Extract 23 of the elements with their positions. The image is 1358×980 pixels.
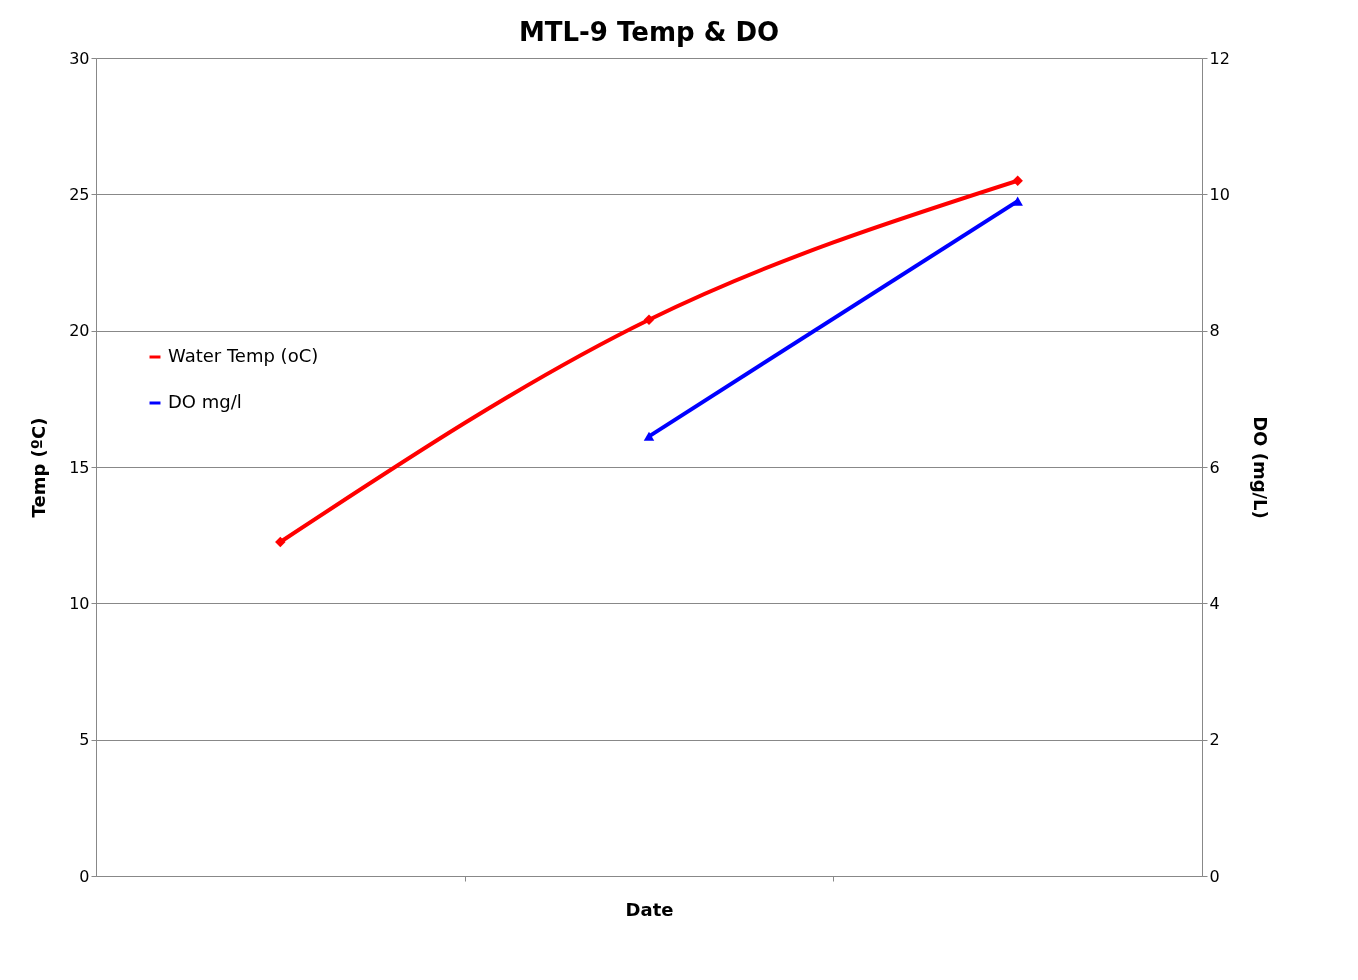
y-tick-label: 0 (79, 866, 90, 886)
point (1012, 175, 1023, 186)
point (275, 536, 286, 548)
y-axis-title: Temp (ºC) (28, 417, 50, 518)
y2-tick-label: 2 (1209, 730, 1220, 750)
legend-label: DO mg/l (168, 391, 242, 412)
chart-title: MTL-9 Temp & DO (518, 17, 780, 47)
y-tick-label: 5 (79, 730, 90, 750)
y-tick-label: 15 (69, 457, 90, 477)
y2-tick-label: 12 (1209, 48, 1230, 68)
y-tick-label: 30 (69, 48, 90, 68)
y2-tick-label: 10 (1209, 184, 1230, 204)
y2-axis-title: DO (mg/L) (1249, 416, 1271, 519)
y2-tick-label: 4 (1209, 593, 1220, 613)
legend-label: Water Temp (oC) (168, 345, 319, 366)
y-tick-label: 10 (69, 593, 90, 613)
x-axis-title: Date (625, 899, 674, 920)
point (643, 314, 655, 325)
y2-tick-label: 6 (1209, 457, 1220, 477)
y-tick-label: 20 (69, 321, 90, 341)
y2-tick-label: 8 (1209, 321, 1220, 341)
y-tick-label: 25 (69, 184, 90, 204)
y2-tick-label: 0 (1209, 866, 1220, 886)
